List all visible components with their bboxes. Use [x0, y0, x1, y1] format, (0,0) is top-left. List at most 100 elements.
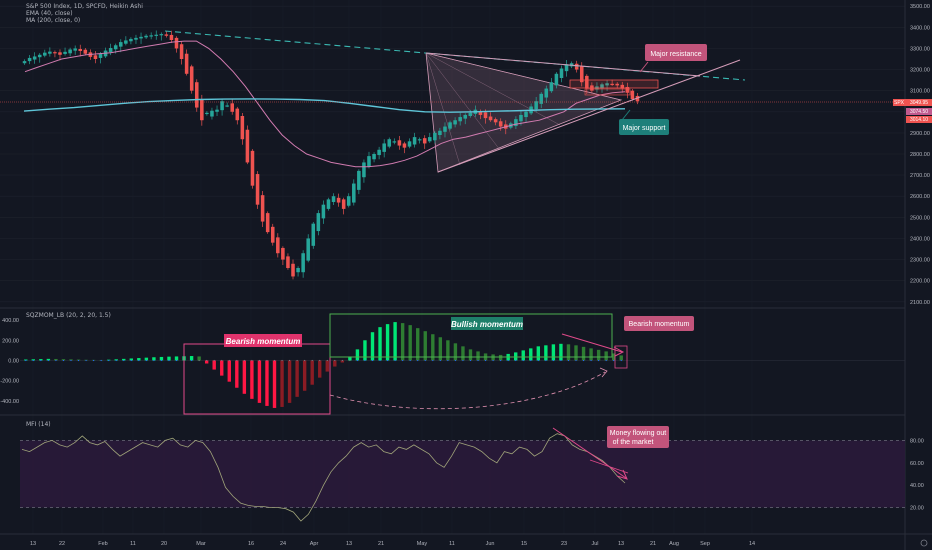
candle-body	[179, 44, 184, 59]
mfi-tick-label: 40.00	[910, 483, 924, 489]
candle-body	[341, 199, 346, 209]
candle-body	[119, 42, 123, 47]
resistance-line[interactable]	[425, 52, 701, 77]
candle-body	[22, 61, 27, 64]
candle-body	[605, 83, 609, 86]
candle-body	[372, 154, 376, 160]
squeeze-dot	[364, 359, 366, 362]
money-flow-arrow	[552, 427, 627, 479]
candle-body	[113, 45, 118, 50]
candle-body	[483, 112, 488, 119]
squeeze-dot	[311, 359, 313, 362]
major-support-callout[interactable]	[619, 119, 669, 135]
major-support-text: Major support	[623, 125, 666, 132]
time-tick-label: 23	[561, 541, 567, 547]
candle-body	[544, 88, 549, 98]
squeeze-dot	[296, 359, 298, 362]
candle-body	[159, 34, 164, 36]
squeeze-dot	[326, 359, 328, 362]
squeeze-dot	[160, 359, 163, 362]
ema-legend[interactable]: EMA (40, close)	[26, 10, 73, 17]
candle-body	[108, 48, 113, 53]
money-flow-arrow-2	[589, 459, 629, 474]
chart-settings-icon[interactable]	[920, 539, 928, 547]
candle-body	[331, 196, 336, 203]
candle-body	[539, 93, 543, 104]
last-price-text: 3049.95	[910, 100, 928, 106]
candle-body	[554, 73, 559, 86]
candle-body	[68, 49, 72, 54]
candle-body	[200, 99, 204, 121]
bullish-momentum-box[interactable]	[329, 313, 613, 358]
mfi-line	[21, 433, 626, 522]
candle-body	[194, 82, 199, 108]
squeeze-scale[interactable]: 400.00 200.00 0.00 -200.00 -400.00	[0, 318, 19, 405]
candle-body	[260, 195, 265, 222]
candle-body	[367, 156, 371, 167]
candle-body	[296, 268, 300, 273]
candle-body	[352, 183, 356, 203]
squeeze-dot	[100, 359, 102, 362]
squeeze-dot	[304, 359, 306, 362]
price-tick-label: 2900.00	[910, 131, 930, 137]
squeeze-dot	[190, 359, 193, 362]
support-trendline[interactable]	[437, 59, 741, 173]
price-tick-label: 2500.00	[910, 215, 930, 221]
time-tick-label: 11	[449, 541, 455, 547]
candle-body	[93, 55, 98, 59]
candle-body	[600, 84, 604, 89]
squeeze-dot	[402, 359, 404, 362]
money-flow-callout[interactable]	[607, 426, 669, 448]
squeeze-dot	[236, 359, 238, 362]
candle-body	[392, 141, 397, 143]
ma-legend[interactable]: MA (200, close, 0)	[26, 17, 81, 24]
candle-body	[357, 170, 361, 190]
candle-body	[382, 143, 386, 152]
candle-body	[154, 34, 159, 36]
candle-body	[326, 199, 331, 209]
squeeze-dot	[439, 359, 441, 362]
time-scale[interactable]: 13 22 Feb 11 20 Mar 16 24 Apr 13 21 May 11 Jun 15 23 Jul…	[30, 541, 755, 547]
squeeze-dot	[334, 359, 336, 362]
price-scale[interactable]: 2100.00 2200.00 2300.00 2400.00 2500.00 2600.…	[910, 4, 930, 306]
squeeze-dot	[123, 359, 125, 362]
candle-body	[301, 253, 305, 273]
candle-body	[174, 37, 179, 49]
time-tick-label: Sep	[700, 541, 710, 547]
price-legend: S&P 500 Index, 1D, SPCFD, Heikin Ashi EM…	[26, 3, 143, 24]
candle-body	[574, 63, 579, 70]
squeeze-dot	[62, 359, 65, 362]
candle-body	[448, 122, 452, 129]
consolidation-box[interactable]	[569, 79, 659, 89]
candle-body	[519, 114, 523, 122]
mfi-tick-label: 20.00	[910, 506, 924, 512]
candle-body	[428, 137, 432, 142]
ma-line	[23, 98, 626, 113]
consolidation-box-lower[interactable]	[584, 88, 631, 96]
candle-body	[493, 119, 498, 123]
symbol-legend[interactable]: S&P 500 Index, 1D, SPCFD, Heikin Ashi	[26, 3, 143, 10]
squeeze-dot	[206, 359, 208, 362]
candle-body	[433, 132, 437, 141]
candle-body	[306, 238, 310, 261]
squeeze-dot	[552, 359, 554, 362]
money-flow-text-2: of the market	[613, 439, 654, 446]
sqz-legend[interactable]: SQZMOM_LB (20, 2, 20, 1.5)	[26, 312, 111, 319]
candle-body	[245, 129, 250, 163]
candle-body	[189, 66, 194, 91]
ema-price-text: 3074.50	[910, 109, 928, 115]
squeeze-dot	[130, 359, 132, 362]
fan-ray	[425, 52, 461, 166]
squeeze-dot	[115, 359, 117, 362]
squeeze-dot	[462, 359, 464, 362]
support-callout-pointer	[621, 109, 631, 121]
mfi-legend[interactable]: MFI (14)	[26, 421, 51, 428]
major-resistance-callout[interactable]	[645, 44, 707, 61]
mfi-scale[interactable]: 80.00 60.00 40.00 20.00	[910, 438, 924, 511]
candle-body	[215, 109, 219, 112]
squeeze-dot	[93, 359, 95, 362]
money-flow-text-1: Money flowing out	[610, 430, 666, 437]
bearish-momentum-callout[interactable]	[624, 316, 694, 331]
squeeze-dot	[273, 359, 276, 362]
